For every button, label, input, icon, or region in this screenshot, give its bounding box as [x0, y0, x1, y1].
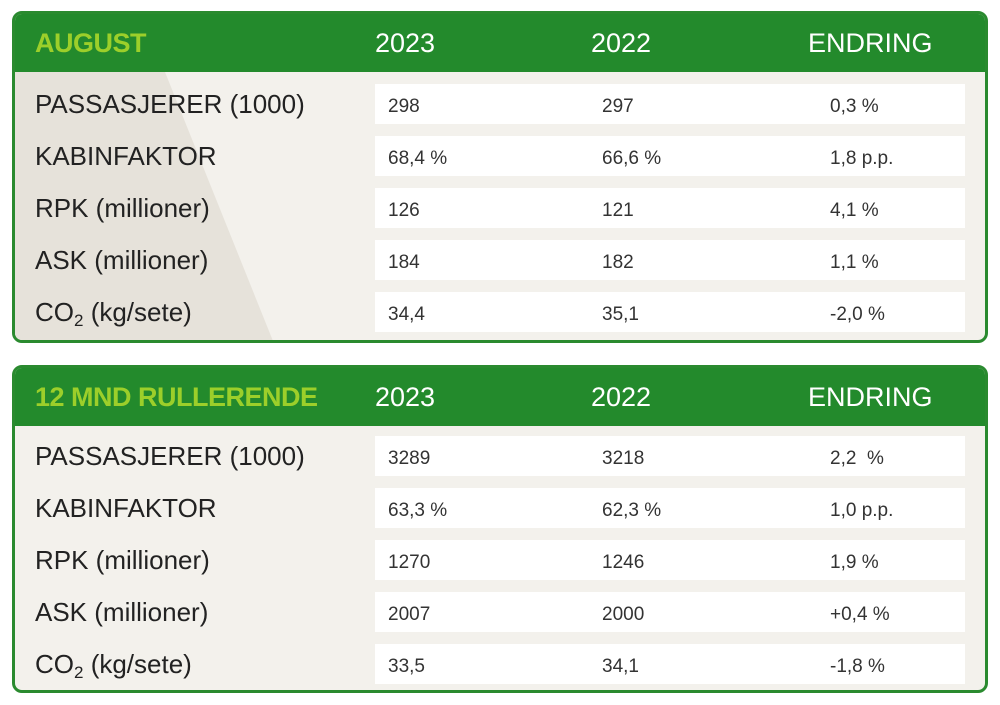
value-2023: 68,4 %	[388, 148, 448, 169]
row-label: RPK (millioner)	[35, 545, 210, 575]
value-2022: 66,6 %	[602, 148, 662, 169]
value-2023: 184	[388, 252, 420, 273]
rolling-12-months-table: 12 MND RULLERENDE 2023 2022 ENDRING PASS…	[12, 365, 988, 693]
row-cell-background	[375, 292, 965, 332]
row-label: RPK (millioner)	[35, 193, 210, 223]
row-cell-background	[375, 592, 965, 632]
row-cell-background	[375, 644, 965, 684]
value-change: -2,0 %	[830, 304, 885, 325]
value-2023: 126	[388, 200, 420, 221]
value-change: 1,9 %	[830, 552, 879, 573]
table-row: KABINFAKTOR 68,4 % 66,6 % 1,8 p.p.	[15, 134, 985, 178]
value-2023: 63,3 %	[388, 500, 448, 521]
table-title: AUGUST	[35, 28, 147, 58]
column-header-2022: 2022	[591, 382, 652, 412]
row-cell-background	[375, 436, 965, 476]
table-row: CO2 (kg/sete) 33,5 34,1 -1,8 %	[15, 642, 985, 686]
label-subscript: 2	[74, 311, 84, 330]
row-label: ASK (millioner)	[35, 245, 209, 275]
column-header-2022: 2022	[591, 28, 652, 58]
label-main: CO	[35, 649, 74, 679]
label-rest: (kg/sete)	[83, 297, 192, 327]
value-change: 1,8 p.p.	[830, 148, 894, 169]
row-label: ASK (millioner)	[35, 597, 209, 627]
row-cell-background	[375, 136, 965, 176]
label-rest: (kg/sete)	[83, 649, 192, 679]
value-change: 1,1 %	[830, 252, 879, 273]
value-2023: 3289	[388, 448, 431, 469]
value-change: -1,8 %	[830, 656, 885, 677]
august-table: AUGUST 2023 2022 ENDRING PASSASJERER (10…	[12, 11, 988, 343]
table-row: PASSASJERER (1000) 298 297 0,3 %	[15, 82, 985, 126]
value-change: 0,3 %	[830, 96, 879, 117]
value-change: 1,0 p.p.	[830, 500, 894, 521]
label-subscript: 2	[74, 663, 84, 682]
row-label: CO2 (kg/sete)	[35, 649, 192, 683]
table-row: ASK (millioner) 184 182 1,1 %	[15, 238, 985, 282]
value-2023: 1270	[388, 552, 431, 573]
row-cell-background	[375, 540, 965, 580]
column-header-2023: 2023	[375, 382, 436, 412]
table-title: 12 MND RULLERENDE	[35, 382, 318, 412]
row-label: KABINFAKTOR	[35, 493, 217, 523]
table-row: RPK (millioner) 1270 1246 1,9 %	[15, 538, 985, 582]
value-change: +0,4 %	[830, 604, 890, 625]
row-label: CO2 (kg/sete)	[35, 297, 192, 331]
value-change: 2,2 %	[830, 448, 884, 469]
value-2022: 62,3 %	[602, 500, 662, 521]
table-header: 12 MND RULLERENDE 2023 2022 ENDRING	[15, 368, 985, 426]
value-2022: 121	[602, 200, 634, 221]
value-2023: 34,4	[388, 304, 425, 325]
value-2022: 2000	[602, 604, 645, 625]
row-cell-background	[375, 84, 965, 124]
value-2022: 34,1	[602, 656, 639, 677]
column-header-2023: 2023	[375, 28, 436, 58]
row-label: KABINFAKTOR	[35, 141, 217, 171]
row-cell-background	[375, 488, 965, 528]
value-2022: 35,1	[602, 304, 639, 325]
value-2022: 182	[602, 252, 634, 273]
value-2022: 297	[602, 96, 634, 117]
table-row: PASSASJERER (1000) 3289 3218 2,2 %	[15, 434, 985, 478]
row-label: PASSASJERER (1000)	[35, 89, 305, 119]
value-2022: 1246	[602, 552, 645, 573]
row-cell-background	[375, 188, 965, 228]
table-row: CO2 (kg/sete) 34,4 35,1 -2,0 %	[15, 290, 985, 334]
row-label: PASSASJERER (1000)	[35, 441, 305, 471]
column-header-change: ENDRING	[808, 28, 933, 58]
label-main: CO	[35, 297, 74, 327]
value-change: 4,1 %	[830, 200, 879, 221]
table-row: RPK (millioner) 126 121 4,1 %	[15, 186, 985, 230]
value-2023: 298	[388, 96, 420, 117]
table-row: KABINFAKTOR 63,3 % 62,3 % 1,0 p.p.	[15, 486, 985, 530]
column-header-change: ENDRING	[808, 382, 933, 412]
value-2022: 3218	[602, 448, 645, 469]
table-header: AUGUST 2023 2022 ENDRING	[15, 14, 985, 72]
value-2023: 2007	[388, 604, 431, 625]
row-cell-background	[375, 240, 965, 280]
value-2023: 33,5	[388, 656, 425, 677]
table-row: ASK (millioner) 2007 2000 +0,4 %	[15, 590, 985, 634]
